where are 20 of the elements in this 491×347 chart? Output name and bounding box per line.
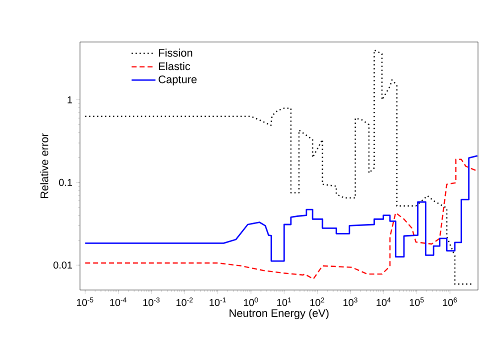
x-tick-label: 10$^{-2}$ (176, 298, 193, 306)
x-tick-label: 10$^{-4}$ (110, 298, 126, 306)
x-tick-label: 10$^{1}$ (277, 298, 292, 306)
legend-label: Fission (159, 48, 192, 57)
x-tick-label: 10$^{-1}$ (210, 298, 226, 306)
x-tick-label: 10$^{5}$ (410, 298, 424, 306)
legend-label: Capture (158, 76, 197, 86)
legend-label: Elastic (159, 62, 190, 70)
y-tick-label: 0.1 (59, 178, 72, 186)
x-tick-label: 10$^{2}$ (310, 298, 324, 306)
x-tick-label: 10$^{-3}$ (143, 298, 160, 306)
y-tick-label: 1 (68, 96, 72, 104)
x-tick-label: 10$^{3}$ (344, 298, 358, 306)
x-tick-label: 10$^{0}$ (244, 298, 258, 306)
y-tick-label: 0.01 (53, 262, 72, 269)
y-axis-title: Relative error (40, 133, 48, 198)
x-tick-label: 10$^{6}$ (443, 298, 457, 306)
x-tick-label: 10$^{-5}$ (77, 298, 94, 306)
x-tick-label: 10$^{4}$ (376, 298, 391, 306)
x-axis-title: Neutron Energy (eV) (230, 308, 329, 320)
